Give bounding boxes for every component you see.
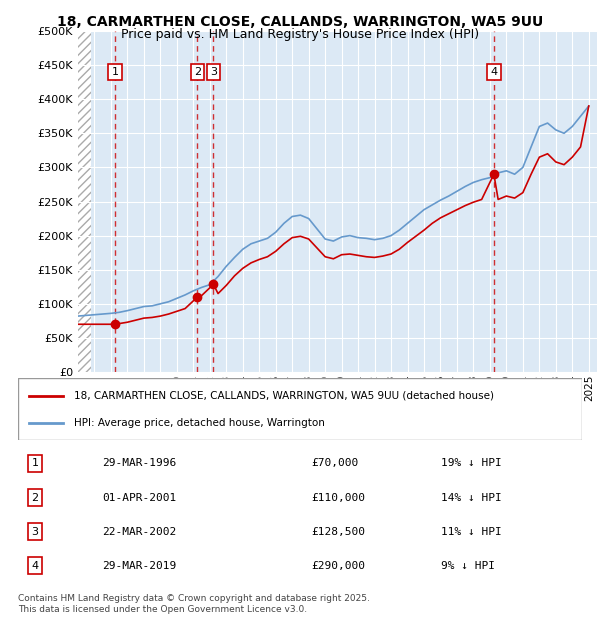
- Text: 14% ↓ HPI: 14% ↓ HPI: [441, 492, 502, 503]
- Text: 18, CARMARTHEN CLOSE, CALLANDS, WARRINGTON, WA5 9UU (detached house): 18, CARMARTHEN CLOSE, CALLANDS, WARRINGT…: [74, 391, 494, 401]
- Text: Price paid vs. HM Land Registry's House Price Index (HPI): Price paid vs. HM Land Registry's House …: [121, 28, 479, 41]
- Bar: [78, 31, 91, 372]
- Text: 9% ↓ HPI: 9% ↓ HPI: [441, 560, 495, 571]
- Text: £290,000: £290,000: [311, 560, 365, 571]
- Text: 4: 4: [490, 67, 497, 77]
- Text: 4: 4: [31, 560, 38, 571]
- Text: 3: 3: [210, 67, 217, 77]
- Text: 01-APR-2001: 01-APR-2001: [103, 492, 177, 503]
- Text: 1: 1: [112, 67, 118, 77]
- Text: 29-MAR-1996: 29-MAR-1996: [103, 458, 177, 469]
- Text: Contains HM Land Registry data © Crown copyright and database right 2025.
This d: Contains HM Land Registry data © Crown c…: [18, 595, 370, 614]
- Text: 18, CARMARTHEN CLOSE, CALLANDS, WARRINGTON, WA5 9UU: 18, CARMARTHEN CLOSE, CALLANDS, WARRINGT…: [57, 16, 543, 30]
- Text: 29-MAR-2019: 29-MAR-2019: [103, 560, 177, 571]
- Text: £110,000: £110,000: [311, 492, 365, 503]
- Text: £128,500: £128,500: [311, 526, 365, 537]
- Text: 11% ↓ HPI: 11% ↓ HPI: [441, 526, 502, 537]
- Text: £70,000: £70,000: [311, 458, 359, 469]
- Text: HPI: Average price, detached house, Warrington: HPI: Average price, detached house, Warr…: [74, 418, 325, 428]
- Text: 2: 2: [194, 67, 201, 77]
- Text: 1: 1: [31, 458, 38, 469]
- Text: 2: 2: [31, 492, 38, 503]
- Text: 3: 3: [31, 526, 38, 537]
- Text: 22-MAR-2002: 22-MAR-2002: [103, 526, 177, 537]
- Text: 19% ↓ HPI: 19% ↓ HPI: [441, 458, 502, 469]
